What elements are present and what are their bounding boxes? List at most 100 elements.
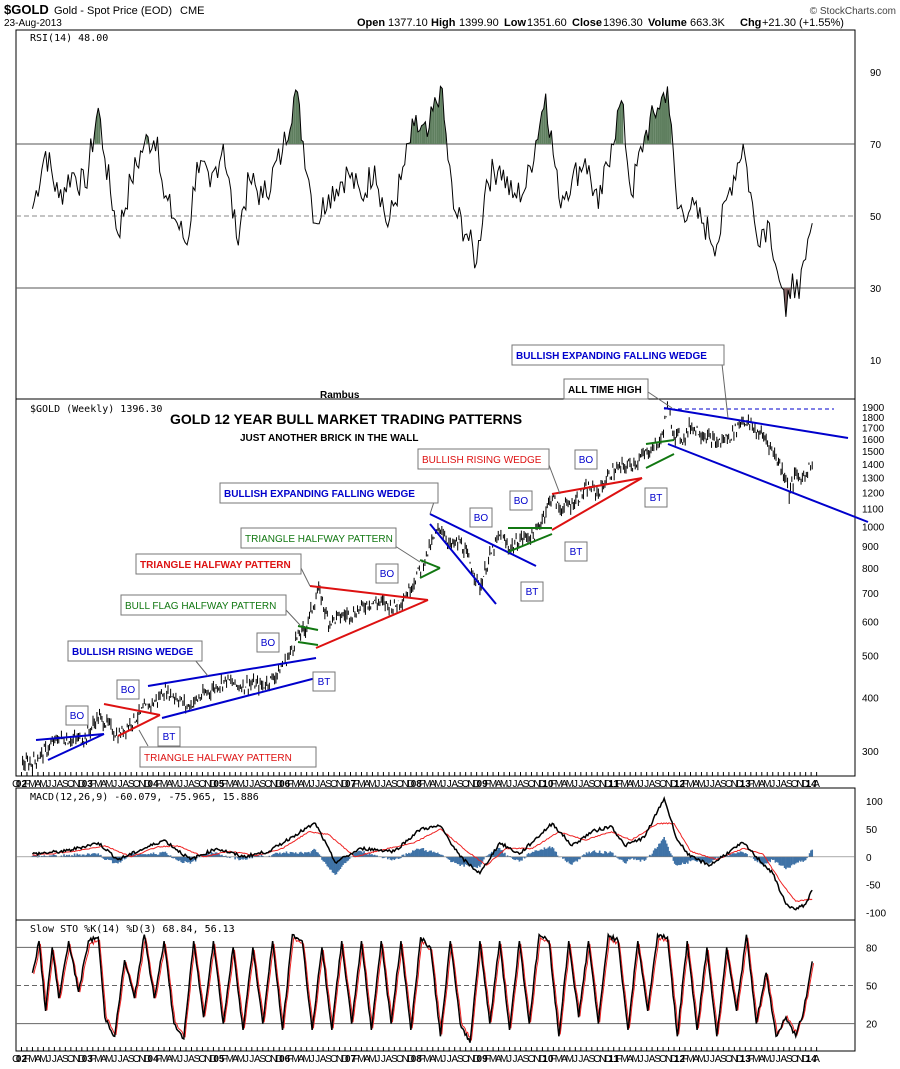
rsi-overbought-fill (431, 106, 433, 144)
price-tick-label: 1400 (862, 460, 885, 471)
x-tick-label: J (710, 779, 715, 790)
x-tick-label: 06 (279, 1054, 291, 1065)
tri4-lower (507, 533, 553, 553)
tri3-lower (419, 567, 441, 579)
x-tick-label: J (310, 779, 315, 790)
sto-tick-label: 50 (866, 982, 878, 993)
x-tick-label: M (302, 1054, 310, 1065)
rsi-overbought-fill (661, 92, 664, 144)
x-tick-label: J (776, 779, 781, 790)
x-tick-label: O (12, 779, 20, 790)
bt-marker-box (520, 581, 544, 602)
x-tick-label: F (353, 1054, 359, 1065)
x-tick-label: N (533, 779, 540, 790)
x-tick-label: O (67, 779, 75, 790)
x-tick-label: F (221, 1054, 227, 1065)
x-tick-label: A (517, 779, 524, 790)
x-tick-label: A (122, 779, 129, 790)
open-label: Open (357, 17, 385, 29)
wedge2-upper (147, 657, 317, 687)
x-tick-label: M (171, 1054, 179, 1065)
x-tick-label: M (697, 1054, 705, 1065)
sto-layer (16, 932, 855, 1043)
x-tick-label: A (386, 1054, 393, 1065)
x-tick-label: M (555, 1054, 563, 1065)
x-tick-label: S (259, 779, 266, 790)
x-tick-label: N (665, 779, 672, 790)
x-tick-label: M (357, 1054, 365, 1065)
rsi-overbought-fill (659, 97, 662, 144)
bo-marker: BO (380, 569, 395, 580)
tri1-upper (103, 703, 161, 716)
price-tick-label: 800 (862, 564, 879, 575)
x-tick-label: F (221, 779, 227, 790)
x-tick-label: A (495, 1054, 502, 1065)
sto-k-line (31, 932, 813, 1043)
x-tick-label: J (112, 779, 117, 790)
x-tick-label: A (693, 1054, 700, 1065)
x-tick-label: M (160, 1054, 168, 1065)
x-tick-label: A (57, 779, 64, 790)
x-tick-label: J (183, 1054, 188, 1065)
x-tick-label: D (736, 1054, 743, 1065)
x-tick-label: M (752, 1054, 760, 1065)
exchange: CME (180, 5, 204, 17)
x-tick-label: D (802, 779, 809, 790)
x-tick-label: M (237, 779, 245, 790)
rsi-overbought-fill (434, 97, 437, 144)
x-tick-label: A (35, 1054, 42, 1065)
x-tick-label: A (35, 779, 42, 790)
x-tick-label: 04 (148, 1054, 160, 1065)
rsi-overbought-fill (653, 112, 656, 144)
x-tick-label: D (473, 1054, 480, 1065)
label-falling-wedge-2: BULLISH EXPANDING FALLING WEDGE (516, 351, 707, 362)
x-tick-label: 10 (542, 779, 554, 790)
bo-marker-box (116, 679, 140, 700)
x-tick-label: D (605, 1054, 612, 1065)
bo-marker-box (509, 490, 533, 511)
bo-marker: BO (121, 685, 136, 696)
x-tick-label: 09 (477, 779, 489, 790)
symbol: $GOLD (4, 2, 49, 17)
x-tick-label: J (118, 779, 123, 790)
x-tick-label: D (144, 779, 151, 790)
x-tick-label: A (188, 1054, 195, 1065)
x-tick-label: M (566, 779, 574, 790)
price-tick-label: 1600 (862, 435, 885, 446)
x-tick-label: J (447, 779, 452, 790)
macd-tick-label: 0 (866, 853, 872, 864)
open-value: 1377.10 (388, 17, 428, 29)
x-tick-label: M (39, 1054, 47, 1065)
wedge1-lower (47, 733, 105, 761)
x-tick-label: M (434, 779, 442, 790)
y-ticks: 1030507090300400500600700800900100011001… (862, 68, 886, 1031)
x-tick-label: M (368, 1054, 376, 1065)
x-tick-label: A (254, 779, 261, 790)
x-tick-label: N (336, 779, 343, 790)
x-tick-label: A (813, 1054, 820, 1065)
rsi-overbought-fill (421, 124, 424, 144)
bt-marker: BT (570, 547, 583, 558)
x-tick-label: A (758, 779, 765, 790)
chg-label: Chg (740, 17, 761, 29)
x-tick-label: F (682, 779, 688, 790)
x-tick-label: F (748, 779, 754, 790)
x-tick-label: O (396, 779, 404, 790)
bt-marker: BT (526, 587, 539, 598)
x-tick-label: D (670, 779, 677, 790)
price-tick-label: 600 (862, 618, 879, 629)
x-tick-label: N (402, 1054, 409, 1065)
rsi-overbought-fill (293, 90, 296, 144)
x-tick-label: J (441, 1054, 446, 1065)
x-tick-label: A (232, 1054, 239, 1065)
x-tick-label: A (627, 1054, 634, 1065)
x-tick-label: D (802, 1054, 809, 1065)
x-tick-label: N (797, 1054, 804, 1065)
x-tick-label: A (100, 779, 107, 790)
x-tick-label: J (46, 779, 51, 790)
x-tick-label: A (298, 1054, 305, 1065)
x-tick-label: D (539, 779, 546, 790)
x-tick-label: N (139, 779, 146, 790)
rsi-overbought-fill (440, 86, 443, 144)
